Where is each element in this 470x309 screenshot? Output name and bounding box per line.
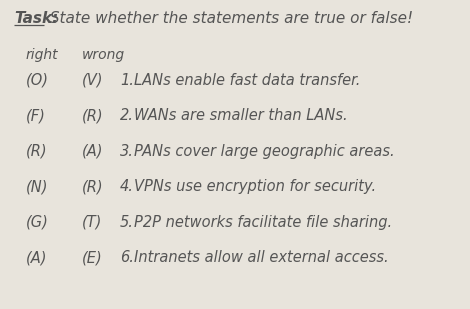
- Text: Task:: Task:: [14, 11, 58, 26]
- Text: 4.: 4.: [120, 179, 134, 194]
- Text: (E): (E): [82, 250, 103, 265]
- Text: (G): (G): [26, 215, 49, 230]
- Text: PANs cover large geographic areas.: PANs cover large geographic areas.: [134, 144, 395, 159]
- Text: 1.: 1.: [120, 73, 134, 88]
- Text: (O): (O): [26, 73, 49, 88]
- Text: WANs are smaller than LANs.: WANs are smaller than LANs.: [134, 108, 348, 123]
- Text: (N): (N): [26, 179, 48, 194]
- Text: (A): (A): [26, 250, 47, 265]
- Text: (F): (F): [26, 108, 46, 123]
- Text: (R): (R): [26, 144, 47, 159]
- Text: right: right: [26, 48, 58, 62]
- Text: 3.: 3.: [120, 144, 134, 159]
- Text: Intranets allow all external access.: Intranets allow all external access.: [134, 250, 389, 265]
- Text: (T): (T): [82, 215, 102, 230]
- Text: 6.: 6.: [120, 250, 134, 265]
- Text: (R): (R): [82, 179, 104, 194]
- Text: (A): (A): [82, 144, 104, 159]
- Text: (V): (V): [82, 73, 104, 88]
- Text: LANs enable fast data transfer.: LANs enable fast data transfer.: [134, 73, 360, 88]
- Text: VPNs use encryption for security.: VPNs use encryption for security.: [134, 179, 376, 194]
- Text: 2.: 2.: [120, 108, 134, 123]
- Text: wrong: wrong: [82, 48, 125, 62]
- Text: P2P networks facilitate file sharing.: P2P networks facilitate file sharing.: [134, 215, 392, 230]
- Text: (R): (R): [82, 108, 104, 123]
- Text: State whether the statements are true or false!: State whether the statements are true or…: [45, 11, 413, 26]
- Text: 5.: 5.: [120, 215, 134, 230]
